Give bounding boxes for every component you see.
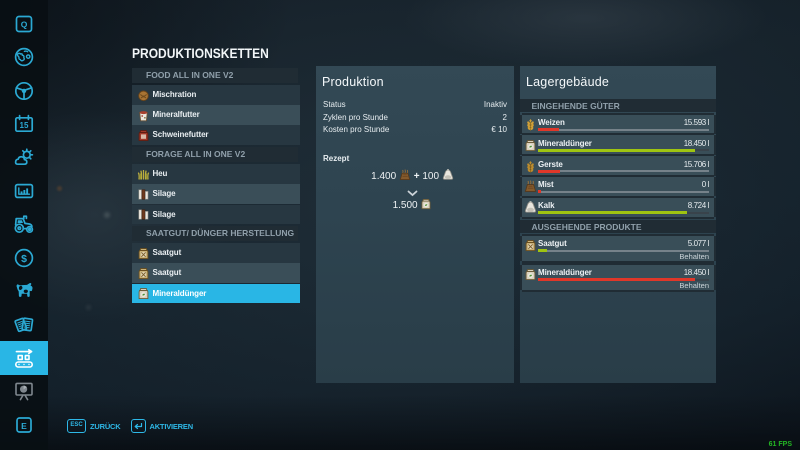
svg-text:E: E	[21, 421, 27, 431]
svg-text:Q: Q	[21, 20, 28, 30]
svg-text:$: $	[21, 253, 27, 265]
svg-text:15: 15	[20, 121, 29, 130]
